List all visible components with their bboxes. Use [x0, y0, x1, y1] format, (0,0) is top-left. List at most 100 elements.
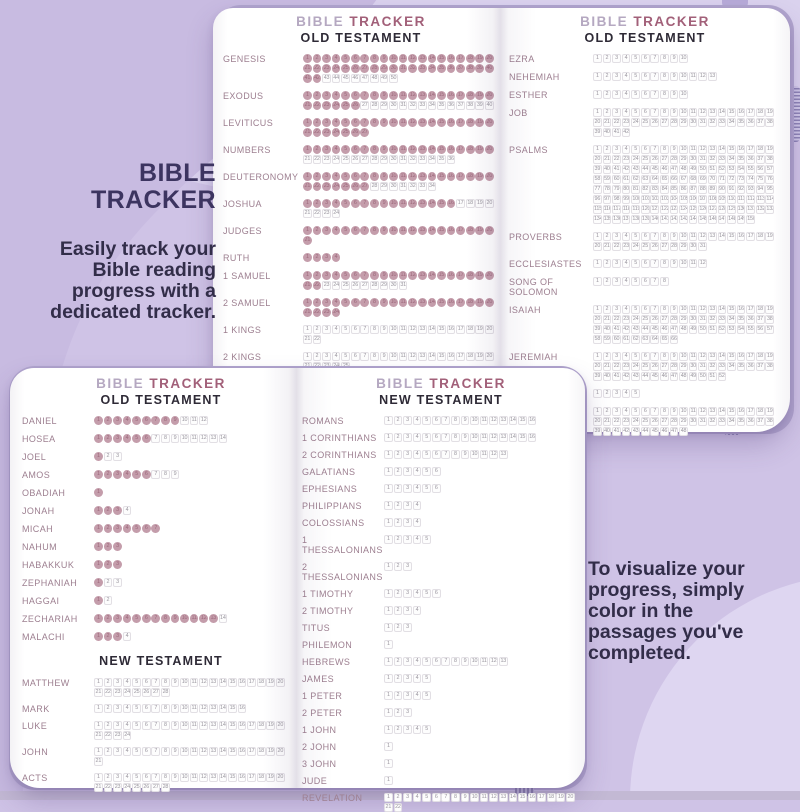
chapter-cell: 4: [412, 793, 422, 802]
chapter-cell-completed: 12: [408, 145, 418, 154]
book-name: 2 TIMOTHY: [302, 606, 354, 616]
chapter-cell-completed: 1: [94, 506, 103, 515]
chapter-cell: 52: [717, 372, 727, 381]
chapter-cell: 4: [412, 589, 422, 598]
book-row: JOEL 1 2 3: [22, 452, 300, 462]
chapter-cell-completed: 8: [370, 145, 379, 154]
book-name: TITUS: [302, 623, 330, 633]
chapter-cell: 28: [669, 118, 679, 127]
chapter-cell-completed: 17: [456, 91, 465, 100]
page-title-bible: BIBLE: [296, 14, 345, 29]
chapter-cell: 71: [717, 175, 727, 184]
chapter-cell: 66: [669, 335, 679, 344]
chapter-cell: 37: [755, 417, 765, 426]
chapter-cell: 36: [746, 362, 755, 371]
chapter-cell-completed: 1: [94, 524, 103, 533]
chapter-cell-completed: 2: [312, 226, 322, 235]
chapter-cell-completed: 3: [113, 542, 122, 551]
chapter-cell-completed: 24: [331, 128, 341, 137]
chapter-cell: 2: [393, 708, 403, 717]
chapter-cell: 4: [621, 90, 631, 99]
chapter-cell: 12: [489, 450, 499, 459]
chapter-cell: 9: [460, 433, 470, 442]
chapter-cell: 8: [161, 773, 170, 782]
chapter-cell: 40: [484, 101, 494, 110]
chapter-cell-completed: 5: [341, 226, 350, 235]
chapter-cell: 11: [479, 793, 489, 802]
chapter-cell: 20: [275, 721, 285, 730]
chapter-cell: 16: [736, 232, 746, 241]
chapter-cell-completed: 10: [389, 298, 398, 307]
chapter-cell: 4: [122, 773, 132, 782]
chapter-cell: 39: [593, 372, 602, 381]
chapter-cell-completed: 18: [465, 91, 475, 100]
chapter-cell: 14: [717, 305, 727, 314]
chapter-cell: 6: [431, 467, 441, 476]
chapter-cell: 14: [218, 773, 228, 782]
chapter-cell: 7: [650, 232, 660, 241]
chapter-cell: 2: [393, 589, 403, 598]
chapter-cell: 11: [479, 657, 489, 666]
chapter-cell: 36: [446, 155, 456, 164]
chapter-cell: 26: [650, 315, 660, 324]
chapter-cell: 84: [660, 185, 669, 194]
chapter-cell-completed: 15: [437, 199, 446, 208]
chapter-cell: 6: [431, 450, 441, 459]
book-name: OBADIAH: [22, 488, 66, 498]
chapter-cell: 18: [755, 305, 765, 314]
chapter-grid: 1 2 3 4 5 6 7 8 9 10 11 12 13 14 15 16: [384, 416, 577, 425]
chapter-cell: 28: [370, 101, 379, 110]
chapter-cell-completed: 5: [341, 298, 350, 307]
chapter-cell: 48: [679, 427, 688, 436]
chapter-cell: 17: [247, 747, 256, 756]
chapter-cell: 8: [451, 657, 460, 666]
page-title: BIBLE TRACKER: [302, 376, 580, 391]
chapter-cell-completed: 27: [360, 64, 370, 73]
chapter-cell: 48: [370, 74, 379, 83]
chapter-cell-completed: 3: [113, 614, 122, 623]
chapter-cell-completed: 16: [446, 298, 456, 307]
chapter-cell: 36: [746, 417, 755, 426]
chapter-cell: 12: [199, 773, 209, 782]
chapter-cell: 2: [393, 606, 403, 615]
book-name: 2 THESSALONIANS: [302, 562, 383, 582]
chapter-cell-completed: 3: [113, 524, 122, 533]
chapter-cell: 2: [602, 277, 612, 286]
chapter-cell: 7: [151, 434, 161, 443]
testament-title: OLD TESTAMENT: [584, 31, 706, 45]
chapter-cell-completed: 15: [437, 172, 446, 181]
chapter-cell: 21: [384, 803, 393, 812]
chapter-cell: 6: [431, 657, 441, 666]
chapter-cell: 11: [479, 433, 489, 442]
chapter-cell: 63: [640, 335, 650, 344]
chapter-cell: 7: [151, 704, 161, 713]
chapter-cell: 13: [707, 108, 717, 117]
book-row: NEHEMIAH 1 2 3 4 5 6 7 8 9 10 11 12 13: [509, 72, 781, 82]
chapter-cell: 64: [650, 335, 660, 344]
chapter-cell: 19: [556, 793, 566, 802]
chapter-cell: 59: [602, 335, 612, 344]
chapter-cell: 21: [94, 783, 103, 792]
book-row: REVELATION 1 2 3 4 5 6 7 8 9 10 11 12 13 14 15 16 17 18 19 2…: [302, 793, 580, 812]
chapter-cell-completed: 7: [360, 298, 370, 307]
chapter-cell: 37: [456, 101, 465, 110]
chapter-cell-completed: 5: [132, 524, 141, 533]
chapter-cell: 121: [650, 205, 660, 214]
chapter-cell: 19: [765, 232, 775, 241]
chapter-cell: 14: [218, 678, 228, 687]
chapter-cell: 8: [451, 450, 460, 459]
chapter-cell-completed: 16: [446, 271, 456, 280]
chapter-cell: 3: [403, 535, 412, 544]
chapter-cell: 5: [631, 145, 640, 154]
chapter-cell: 27: [360, 281, 370, 290]
chapter-cell: 1: [593, 145, 602, 154]
chapter-cell: 12: [199, 434, 209, 443]
chapter-cell: 5: [132, 678, 141, 687]
chapter-cell: 50: [698, 325, 708, 334]
testament-title: NEW TESTAMENT: [99, 654, 223, 668]
chapter-cell-completed: 3: [113, 506, 122, 515]
chapter-cell: 15: [518, 433, 527, 442]
